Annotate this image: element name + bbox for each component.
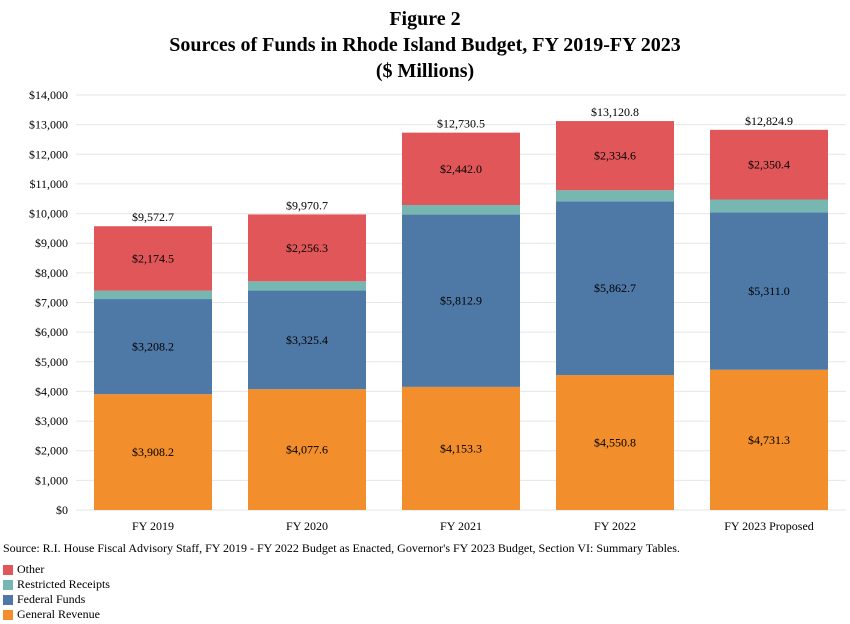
legend: Other Restricted Receipts Federal Funds … xyxy=(3,562,110,622)
data-label-other: $2,350.4 xyxy=(748,158,790,172)
data-labels: $3,908.2 $3,208.2 $2,174.5 $9,572.7 $4,077.6… xyxy=(132,105,793,459)
bar-other xyxy=(248,214,366,282)
data-label-federal-funds: $5,862.7 xyxy=(594,281,636,295)
data-label-other: $2,442.0 xyxy=(440,162,482,176)
bar-restricted-receipts xyxy=(710,199,828,213)
source-note: Source: R.I. House Fiscal Advisory Staff… xyxy=(3,541,680,555)
y-tick-label: $12,000 xyxy=(29,147,68,161)
bar-general-revenue xyxy=(402,386,520,510)
bar-other xyxy=(556,121,674,191)
data-label-other: $2,256.3 xyxy=(286,241,328,255)
bar-general-revenue xyxy=(248,389,366,510)
legend-item-federal-funds: Federal Funds xyxy=(3,592,110,607)
y-axis: $0 $1,000 $2,000 $3,000 $4,000 $5,000 $6,000 $7… xyxy=(29,88,68,517)
total-label: $9,572.7 xyxy=(132,210,174,224)
data-label-general-revenue: $4,153.3 xyxy=(440,441,482,455)
x-tick-label: FY 2023 Proposed xyxy=(724,519,814,533)
stacked-bar-chart: $0 $1,000 $2,000 $3,000 $4,000 $5,000 $6,000 $7… xyxy=(29,88,846,533)
legend-item-restricted-receipts: Restricted Receipts xyxy=(3,577,110,592)
y-tick-label: $3,000 xyxy=(35,414,68,428)
y-tick-label: $13,000 xyxy=(29,118,68,132)
bar-restricted-receipts xyxy=(94,290,212,300)
y-tick-label: $4,000 xyxy=(35,384,68,398)
title-main: Sources of Funds in Rhode Island Budget,… xyxy=(169,34,681,56)
y-tick-label: $9,000 xyxy=(35,236,68,250)
legend-label-restricted-receipts: Restricted Receipts xyxy=(17,577,110,591)
legend-item-general-revenue: General Revenue xyxy=(3,607,110,622)
title-units: ($ Millions) xyxy=(375,60,475,82)
bar-federal-funds xyxy=(94,299,212,395)
legend-swatch-federal-funds xyxy=(3,594,13,605)
legend-item-other: Other xyxy=(3,562,110,577)
y-tick-label: $2,000 xyxy=(35,444,68,458)
bar-federal-funds xyxy=(248,290,366,390)
bar-other xyxy=(94,226,212,291)
data-label-federal-funds: $3,208.2 xyxy=(132,340,174,354)
bar-federal-funds xyxy=(710,212,828,370)
y-tick-label: $14,000 xyxy=(29,88,68,102)
y-tick-label: $11,000 xyxy=(29,177,68,191)
bar-restricted-receipts xyxy=(248,281,366,291)
legend-swatch-other xyxy=(3,564,13,575)
bar-federal-funds xyxy=(556,201,674,376)
x-axis: FY 2019 FY 2020 FY 2021 FY 2022 FY 2023 Prop… xyxy=(132,519,814,533)
total-label: $13,120.8 xyxy=(591,105,639,119)
x-tick-label: FY 2022 xyxy=(594,519,636,533)
chart-title: Figure 2 Sources of Funds in Rhode Islan… xyxy=(0,6,850,84)
data-label-other: $2,174.5 xyxy=(132,251,174,265)
bar-federal-funds xyxy=(402,214,520,387)
x-tick-label: FY 2020 xyxy=(286,519,328,533)
data-label-general-revenue: $4,077.6 xyxy=(286,443,328,457)
bar-other xyxy=(710,129,828,200)
data-label-general-revenue: $4,550.8 xyxy=(594,436,636,450)
y-tick-label: $7,000 xyxy=(35,296,68,310)
legend-label-federal-funds: Federal Funds xyxy=(17,592,86,606)
legend-label-general-revenue: General Revenue xyxy=(17,607,100,621)
total-label: $12,824.9 xyxy=(745,114,793,128)
data-label-general-revenue: $3,908.2 xyxy=(132,445,174,459)
bar-general-revenue xyxy=(94,394,212,510)
y-tick-label: $1,000 xyxy=(35,473,68,487)
data-label-general-revenue: $4,731.3 xyxy=(748,433,790,447)
data-label-federal-funds: $3,325.4 xyxy=(286,333,328,347)
bar-other xyxy=(402,132,520,206)
legend-swatch-restricted-receipts xyxy=(3,579,13,590)
legend-label-other: Other xyxy=(17,562,45,576)
total-label: $9,970.7 xyxy=(286,198,328,212)
figure-number: Figure 2 xyxy=(389,8,461,30)
bar-general-revenue xyxy=(556,375,674,510)
y-tick-label: $6,000 xyxy=(35,325,68,339)
data-label-other: $2,334.6 xyxy=(594,149,636,163)
x-tick-label: FY 2019 xyxy=(132,519,174,533)
legend-swatch-general-revenue xyxy=(3,609,13,620)
y-tick-label: $5,000 xyxy=(35,355,68,369)
bars xyxy=(94,121,828,510)
data-label-federal-funds: $5,812.9 xyxy=(440,294,482,308)
data-label-federal-funds: $5,311.0 xyxy=(748,284,790,298)
total-label: $12,730.5 xyxy=(437,117,485,131)
y-tick-label: $10,000 xyxy=(29,207,68,221)
bar-restricted-receipts xyxy=(556,190,674,202)
bar-restricted-receipts xyxy=(402,205,520,215)
y-tick-label: $8,000 xyxy=(35,266,68,280)
bar-general-revenue xyxy=(710,369,828,510)
x-tick-label: FY 2021 xyxy=(440,519,482,533)
y-tick-label: $0 xyxy=(56,503,68,517)
